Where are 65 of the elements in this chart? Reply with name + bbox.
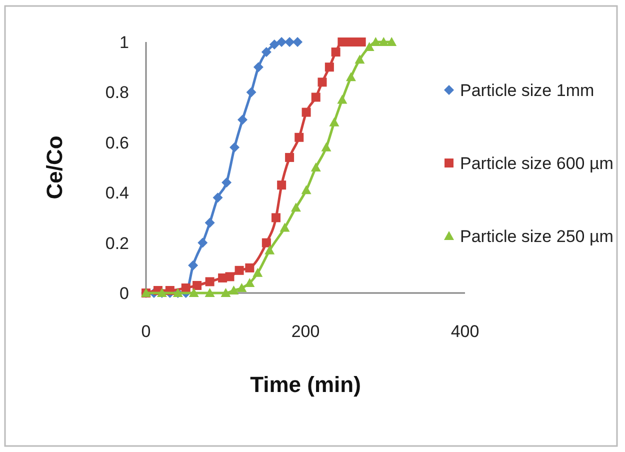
point [329,117,340,126]
point [364,42,374,52]
point [271,213,280,222]
point [238,114,248,125]
point [269,40,280,50]
y-axis-title: Ce/Co [42,136,67,200]
y-tick-label: 1 [120,32,129,52]
point [225,272,234,282]
point [277,180,286,190]
legend-label: Particle size 1mm [460,80,594,100]
point [294,132,304,142]
y-tick-label: 0 [120,284,129,303]
point [205,277,214,286]
y-tick-label: 0.8 [105,83,129,102]
point [228,285,239,294]
point [181,283,190,292]
y-tick-label: 0.6 [105,133,129,152]
x-axis-title: Time (min) [250,372,361,397]
y-tick-label: 0.2 [105,234,129,253]
point [324,62,334,72]
point [188,260,198,270]
point [276,37,287,47]
point [204,218,215,228]
point [234,266,244,275]
point [253,62,264,72]
x-tick-label: 0 [141,322,151,341]
point [222,178,232,188]
point [301,185,312,194]
y-tick-label: 0.4 [105,184,129,203]
point [290,202,301,212]
point [236,282,247,292]
point [285,152,294,162]
point [346,72,356,82]
point [220,288,231,297]
point [331,48,340,57]
point [386,37,397,46]
point [311,92,320,102]
point [284,37,295,47]
point [261,47,272,58]
legend-label: Particle size 250 µm [460,226,614,246]
point [280,222,290,232]
x-tick-label: 200 [291,322,320,341]
point [378,37,389,46]
point [370,37,381,46]
point [321,142,332,152]
point [245,263,254,272]
legend-label: Particle size 600 µm [460,154,614,173]
point [310,162,321,172]
point [198,238,208,248]
point [252,268,263,277]
point [192,280,202,290]
point [262,238,271,248]
point [230,142,240,152]
point [188,288,199,297]
point [212,192,223,203]
point [354,54,365,64]
point [302,108,311,117]
x-tick-label: 400 [450,322,480,341]
point [292,37,303,47]
point [244,278,255,287]
point [318,78,327,87]
point [337,94,348,104]
point [204,288,215,297]
point [264,245,275,254]
point [246,87,256,98]
